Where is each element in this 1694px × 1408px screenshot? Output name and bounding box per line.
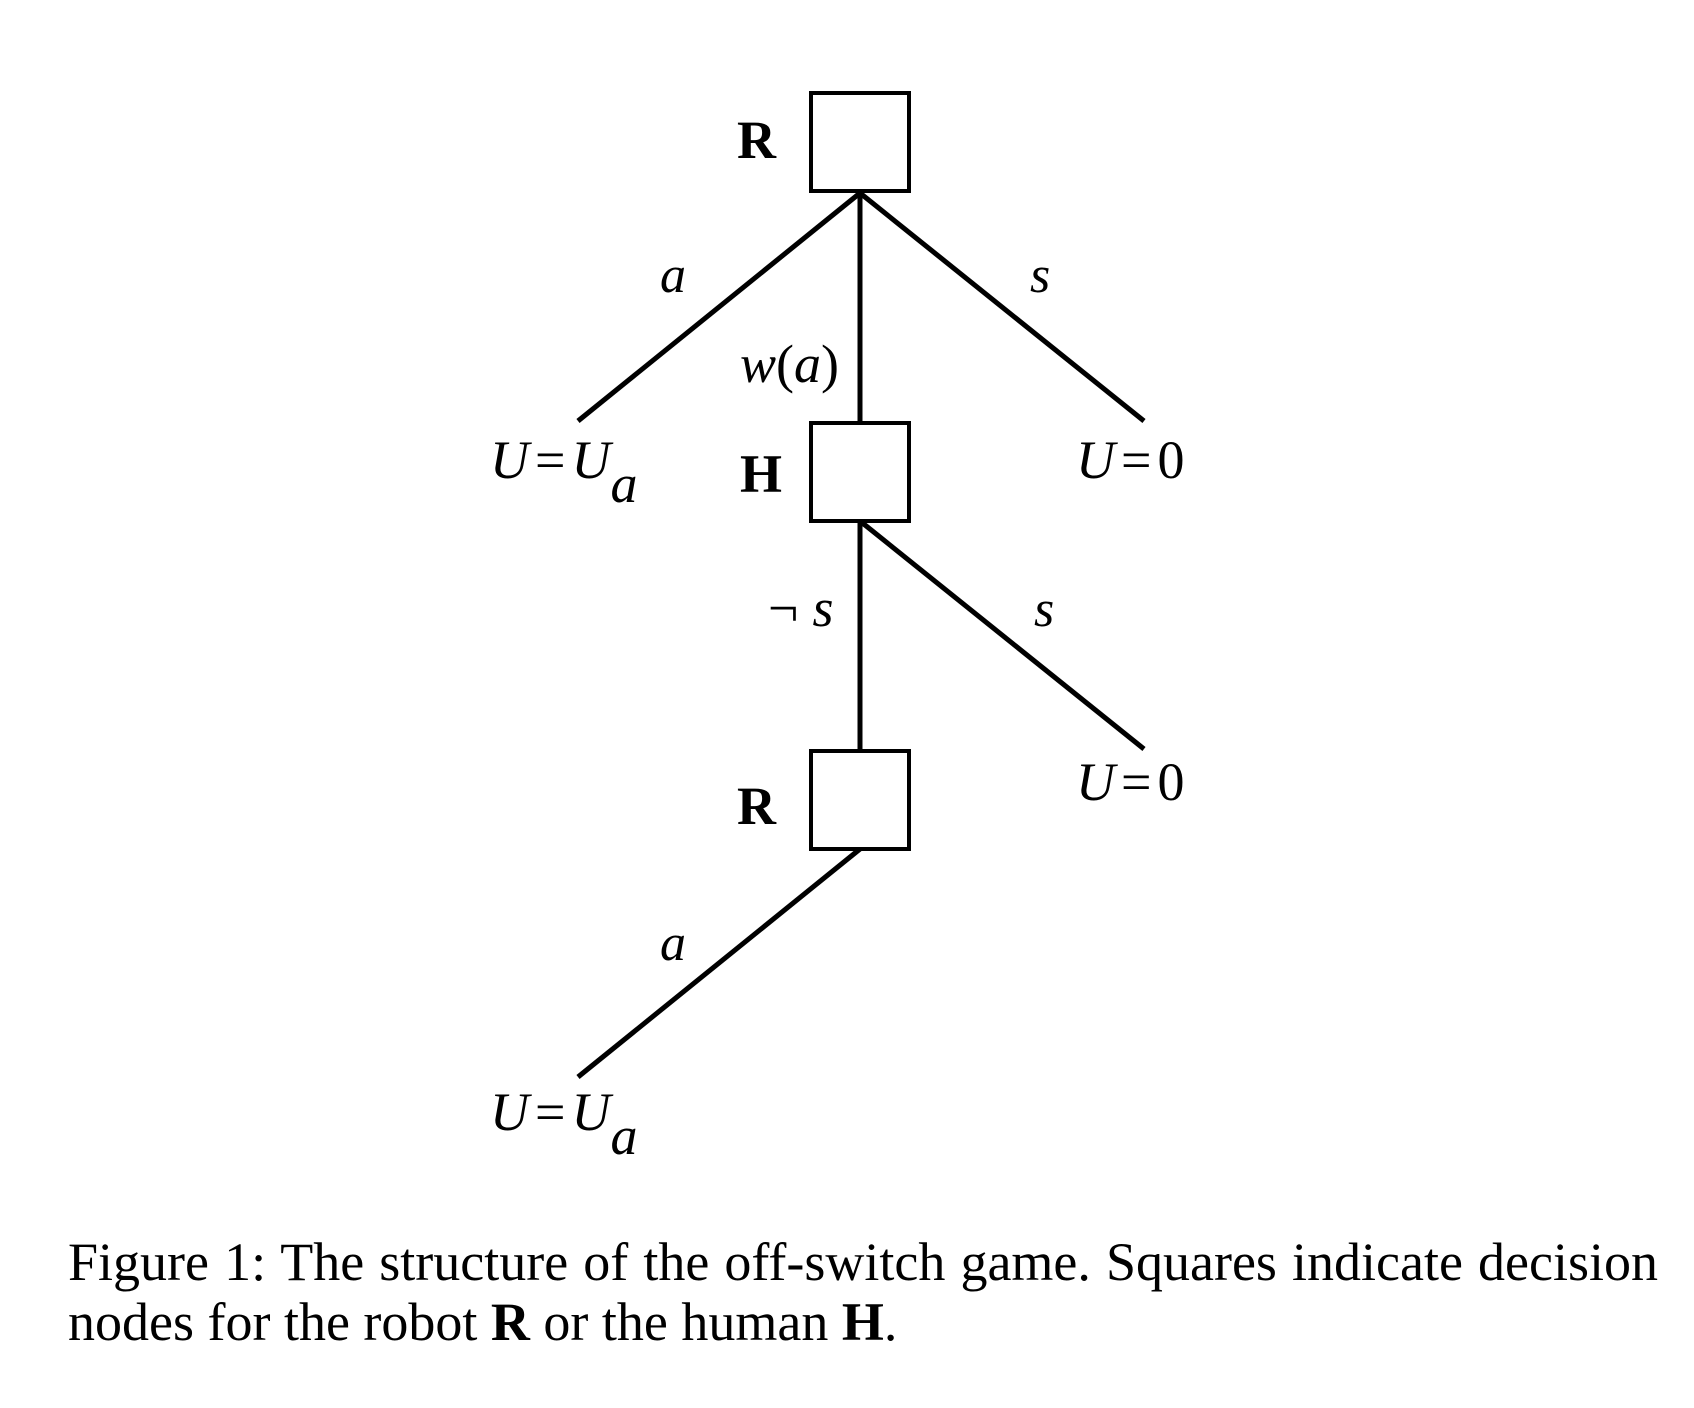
caption-text-2: or the human bbox=[543, 1292, 829, 1352]
outcome-u-zero-mid: U = 0 bbox=[1076, 752, 1184, 812]
node-h-label: H bbox=[740, 444, 782, 504]
edge-label-s-top: s bbox=[1030, 247, 1050, 304]
node-r-bottom-label: R bbox=[737, 776, 777, 836]
caption-text-1: The structure of the off-switch game. Sq… bbox=[68, 1232, 1658, 1352]
node-h-square bbox=[809, 421, 911, 523]
edge-r-top-a bbox=[576, 191, 862, 423]
edge-r-top-s bbox=[858, 191, 1146, 423]
edge-r-bottom-a bbox=[576, 847, 862, 1079]
caption-human: H bbox=[841, 1292, 884, 1352]
edge-label-wa: w(a) bbox=[740, 334, 839, 394]
edge-label-s-mid: s bbox=[1034, 581, 1054, 638]
caption-end: . bbox=[883, 1292, 898, 1352]
outcome-u-ua-top: U = Ua bbox=[490, 430, 637, 514]
node-r-top-square bbox=[809, 91, 911, 193]
edge-h-s bbox=[858, 519, 1146, 751]
caption-prefix: Figure 1: bbox=[68, 1232, 267, 1292]
outcome-u-zero-top: U = 0 bbox=[1076, 430, 1184, 490]
caption-robot: R bbox=[490, 1292, 530, 1352]
edge-label-a-top: a bbox=[660, 247, 686, 304]
edge-label-a-bottom: a bbox=[660, 915, 686, 972]
figure-caption: Figure 1: The structure of the off-switc… bbox=[68, 1232, 1658, 1352]
outcome-u-ua-bottom: U = Ua bbox=[490, 1082, 637, 1166]
node-r-top-label: R bbox=[737, 110, 777, 170]
edge-label-not-s: ¬ s bbox=[768, 578, 833, 638]
node-r-bottom-square bbox=[809, 749, 911, 851]
